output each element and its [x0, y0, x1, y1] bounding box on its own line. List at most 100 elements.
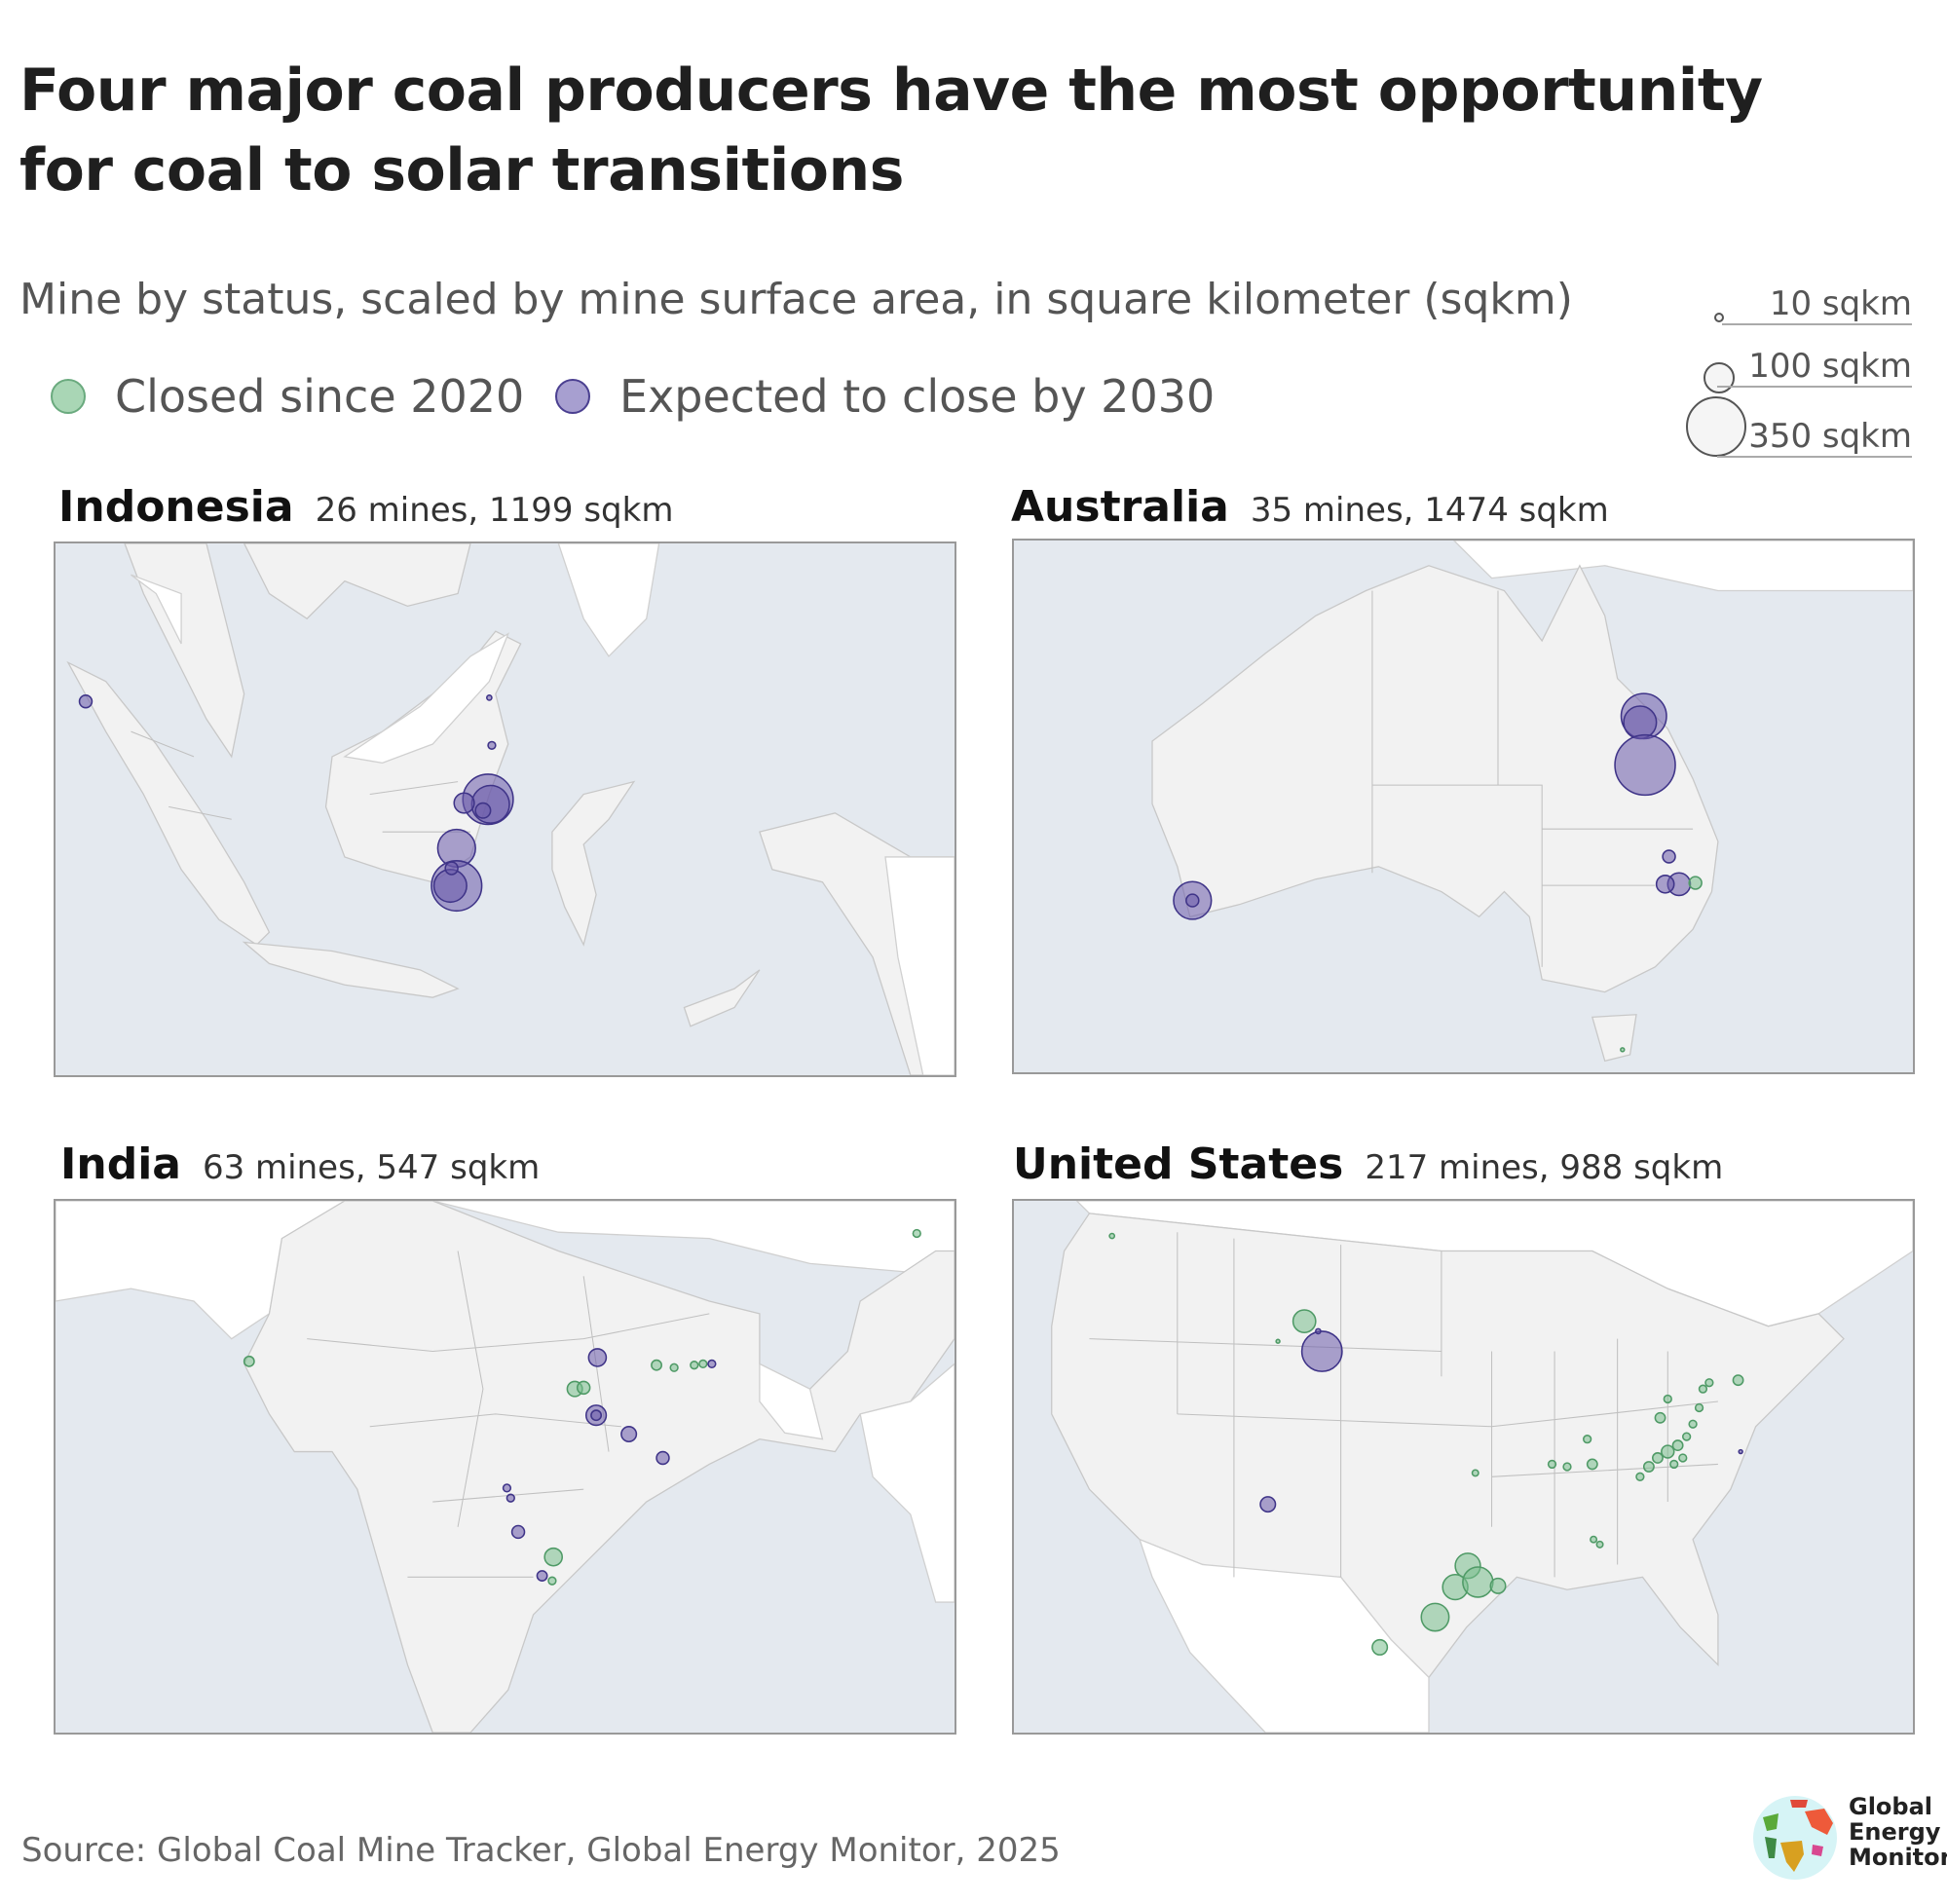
- mine-marker: [510, 1524, 526, 1540]
- mine-marker: [1462, 1566, 1494, 1598]
- country-summary: 217 mines, 988 sqkm: [1365, 1148, 1724, 1187]
- country-name: United States: [1013, 1139, 1344, 1189]
- india-land: [243, 1201, 955, 1733]
- mine-marker: [651, 1359, 662, 1371]
- mine-marker: [1635, 1472, 1645, 1481]
- mine-marker: [1704, 1378, 1714, 1388]
- size-legend-350: 350 sqkm: [1717, 417, 1912, 458]
- mine-marker: [1678, 1453, 1688, 1463]
- size-10-circle: [1714, 313, 1724, 322]
- mine-markers: [1173, 692, 1703, 1053]
- mine-marker: [1661, 1444, 1675, 1459]
- mine-marker: [690, 1361, 699, 1370]
- mine-marker: [1732, 1374, 1744, 1387]
- state-borders: [1371, 590, 1694, 967]
- mine-marker: [470, 784, 510, 824]
- mine-marker: [655, 1450, 670, 1466]
- mine-marker: [1471, 1469, 1479, 1477]
- country-name: Australia: [1011, 482, 1229, 532]
- panel-title-australia: Australia 35 mines, 1474 sqkm: [1011, 482, 1609, 532]
- mine-marker: [1590, 1535, 1598, 1544]
- mine-marker: [453, 792, 475, 814]
- mine-markers: [243, 1228, 921, 1586]
- legend-closed-label: Closed since 2020: [115, 370, 525, 423]
- mine-marker: [620, 1426, 638, 1443]
- size-legend-100: 100 sqkm: [1717, 347, 1912, 388]
- size-100-circle: [1704, 362, 1735, 393]
- mine-markers: [78, 694, 514, 913]
- mine-marker: [543, 1547, 564, 1567]
- country-name: Indonesia: [58, 482, 294, 532]
- mine-marker: [1698, 1384, 1708, 1394]
- myanmar: [859, 1363, 955, 1603]
- mine-marker: [486, 694, 493, 701]
- sulawesi: [551, 780, 636, 947]
- java: [242, 941, 460, 998]
- mine-marker: [1300, 1330, 1343, 1372]
- size-legend-circles: [1686, 313, 1746, 457]
- mainland-asia: [243, 543, 471, 620]
- mine-marker: [1694, 1402, 1704, 1413]
- mine-marker: [1688, 1419, 1698, 1429]
- country-summary: 63 mines, 547 sqkm: [202, 1148, 541, 1187]
- mine-marker: [487, 740, 497, 750]
- legend-closed: Closed since 2020: [51, 370, 524, 423]
- country-name: India: [60, 1139, 181, 1189]
- mine-marker: [502, 1483, 512, 1493]
- mine-markers: [1108, 1232, 1744, 1656]
- mine-marker: [1623, 705, 1658, 740]
- timor: [683, 969, 761, 1027]
- mine-marker: [1671, 1439, 1684, 1452]
- expected-swatch-icon: [555, 379, 590, 414]
- mine-marker: [587, 1348, 608, 1367]
- mine-marker: [1669, 1459, 1679, 1470]
- gem-logo: Global Energy Monitor: [1751, 1793, 1947, 1882]
- mine-marker: [1583, 1435, 1592, 1444]
- mine-marker: [243, 1355, 255, 1367]
- logo-text: Global Energy Monitor: [1849, 1793, 1947, 1871]
- size-legend-10: 10 sqkm: [1722, 284, 1912, 325]
- mine-marker: [1185, 893, 1200, 908]
- mine-marker: [1108, 1232, 1116, 1240]
- mine-marker: [536, 1570, 548, 1582]
- panel-title-india: India 63 mines, 547 sqkm: [60, 1139, 540, 1189]
- province-borders: [131, 730, 471, 833]
- mine-marker: [1738, 1448, 1743, 1455]
- mine-marker: [1315, 1327, 1322, 1335]
- bangladesh: [759, 1363, 824, 1440]
- mine-marker: [1663, 1394, 1672, 1404]
- mine-marker: [1681, 1432, 1692, 1441]
- mine-marker: [1595, 1540, 1604, 1549]
- panel-title-united-states: United States 217 mines, 988 sqkm: [1013, 1139, 1723, 1189]
- mine-marker: [1275, 1338, 1281, 1344]
- mine-marker: [1620, 1047, 1626, 1053]
- china-nepal: [432, 1201, 955, 1277]
- mine-marker: [698, 1359, 708, 1369]
- globe-icon: [1753, 1796, 1837, 1880]
- mine-marker: [444, 861, 459, 876]
- mine-marker: [1420, 1602, 1450, 1632]
- state-borders: [1089, 1232, 1718, 1578]
- philippines: [557, 543, 660, 657]
- mine-marker: [1655, 875, 1675, 894]
- map-australia: [1012, 539, 1915, 1074]
- size-350-circle: [1686, 396, 1746, 457]
- tasmania: [1591, 1014, 1637, 1063]
- mine-marker: [1562, 1462, 1572, 1472]
- new-guinea: [1452, 541, 1913, 592]
- chart-title: Four major coal producers have the most …: [19, 56, 1763, 205]
- mine-marker: [1662, 849, 1676, 864]
- mine-marker: [1652, 1452, 1664, 1464]
- us-land: [1051, 1213, 1845, 1679]
- mine-marker: [1547, 1459, 1557, 1470]
- chart-subtitle: Mine by status, scaled by mine surface a…: [19, 275, 1573, 324]
- mine-marker: [505, 1493, 515, 1503]
- mine-marker: [547, 1576, 557, 1586]
- source-note: Source: Global Coal Mine Tracker, Global…: [21, 1831, 1061, 1870]
- map-india: [54, 1199, 956, 1735]
- country-summary: 26 mines, 1199 sqkm: [315, 491, 674, 530]
- sumatra: [66, 660, 271, 946]
- map-indonesia: [54, 541, 956, 1077]
- mine-marker: [78, 694, 94, 709]
- mine-marker: [1292, 1309, 1317, 1333]
